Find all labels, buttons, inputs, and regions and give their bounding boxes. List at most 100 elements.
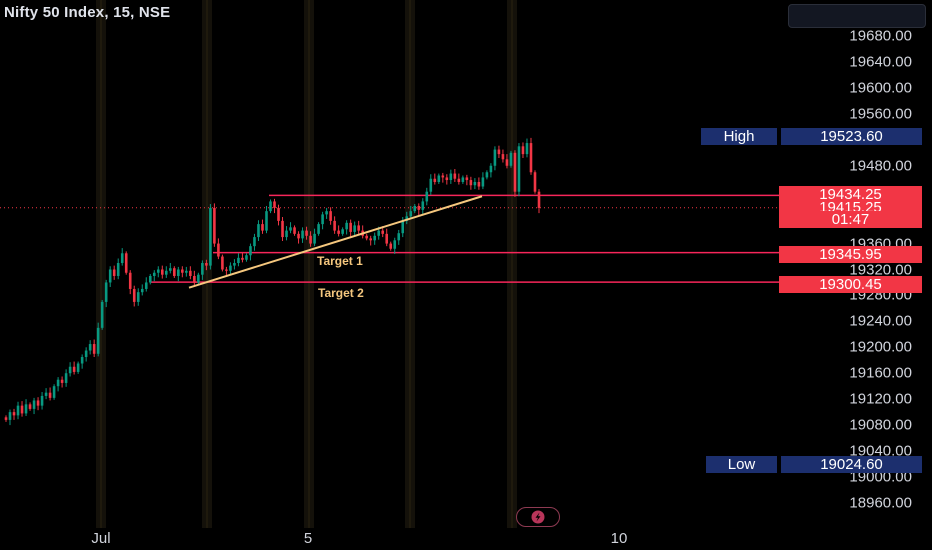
candle [44,388,48,400]
bar-countdown-tag: 01:47 [779,211,922,228]
candle [24,399,28,417]
candle [529,137,533,175]
price-tick-label: 19200.00 [849,338,912,356]
candle [369,235,372,246]
candle [321,211,324,230]
candle [8,409,12,426]
candle [533,170,537,194]
price-tick-label: 19240.00 [849,312,912,330]
candle [160,265,164,279]
price-tick-label: 19040.00 [849,442,912,460]
candle [393,237,397,254]
candle [405,211,409,225]
candle [104,279,108,308]
candle [16,401,20,420]
candle [116,258,120,280]
low-label-tag: Low [706,456,777,473]
candle [337,225,340,237]
candle [353,221,356,236]
candle [249,243,252,261]
candle [501,149,505,163]
candle [100,299,104,330]
candle [193,270,196,286]
flash-icon[interactable] [516,507,560,527]
candle [173,266,176,278]
candle [217,238,220,260]
candle [525,138,529,158]
price-tick-label: 19680.00 [849,27,912,45]
candle [357,220,360,234]
candle [277,204,280,226]
candle [213,203,216,247]
candle [84,347,88,362]
candle [269,199,272,214]
candle [32,397,36,415]
candle [473,178,477,190]
candle [4,415,8,422]
candle [297,231,300,244]
candle [289,222,292,234]
target1-price-tag: 19345.95 [779,246,922,263]
price-tick-label: 19480.00 [849,157,912,175]
candle [305,226,308,240]
price-tick-label: 19560.00 [849,105,912,123]
price-tick-label: 19640.00 [849,53,912,71]
price-tick-label: 19120.00 [849,390,912,408]
candle [136,288,140,306]
low-value-tag: 19024.60 [781,456,922,473]
candle [317,222,320,236]
candle [205,259,208,271]
candle [120,248,124,266]
candle [28,402,32,411]
candle [140,284,144,296]
candle [425,187,429,206]
candle [333,216,336,234]
top-right-toolbar-box[interactable] [788,4,926,28]
candle [96,322,100,357]
candle [169,263,172,274]
candle [261,219,264,234]
high-value-tag: 19523.60 [781,128,922,145]
candle [341,227,344,236]
candle [108,266,112,288]
candle [521,142,525,158]
candle [453,169,457,182]
time-tick-label: Jul [91,530,111,547]
target2-label: Target 2 [318,286,364,300]
candle [40,392,44,410]
candle [537,189,541,214]
target1-label: Target 1 [317,254,363,268]
candle [233,259,236,270]
candle [56,377,60,392]
candle [413,204,417,214]
candle [517,143,521,197]
candle [177,266,180,282]
candle [409,205,413,219]
candle [449,169,453,184]
candle [229,262,232,276]
high-label-tag: High [701,128,777,145]
candle [20,401,24,417]
price-tick-label: 19080.00 [849,416,912,434]
candle [80,354,84,369]
candle [52,384,56,400]
candle [221,254,224,272]
candle [64,369,68,387]
candle [465,174,469,186]
candle [329,207,332,225]
candle [457,173,461,185]
candle [361,225,364,239]
price-tick-label: 19160.00 [849,364,912,382]
candle [72,361,76,375]
candle [124,251,128,275]
candle [493,146,497,171]
trendline [188,195,483,289]
candle [92,339,96,358]
candle [309,231,312,247]
candle [481,172,485,190]
symbol-title[interactable]: Nifty 50 Index, 15, NSE [4,4,171,21]
candle [60,376,64,388]
target2-price-tag: 19300.45 [779,276,922,293]
candle [509,150,513,168]
